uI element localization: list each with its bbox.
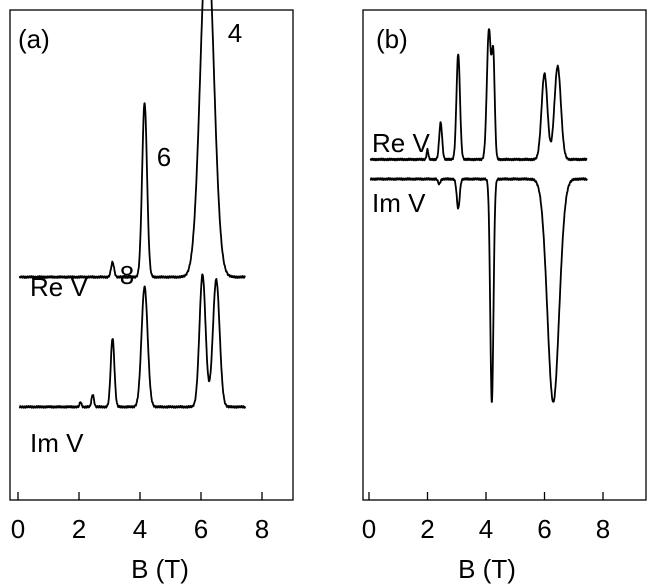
panel-b-tick-label-0: 0 — [362, 514, 376, 544]
panel-b-trace-re — [369, 28, 588, 162]
panel-b-frame — [362, 9, 647, 501]
panel-a-trace-re — [18, 0, 246, 279]
panel-b-tick-label-8: 8 — [596, 514, 610, 544]
panel-a-x-axis-label: B (T) — [131, 554, 189, 584]
panel-a-tick-label-6: 6 — [194, 514, 208, 544]
panel-a-tick-label-8: 8 — [255, 514, 269, 544]
panel-b: (b) Re V Im V 0 2 4 6 8 B (T) — [362, 9, 647, 584]
panel-a-peak-label-4: 4 — [228, 18, 242, 48]
panel-a-x-axis: 0 2 4 6 8 B (T) — [11, 492, 269, 584]
panel-a: (a) 8 6 4 Re V Im V 0 2 4 6 8 B (T) — [9, 0, 294, 584]
panel-a-trace-im — [18, 273, 247, 409]
panel-a-peak-label-8: 8 — [120, 260, 134, 290]
panel-a-series-label-im: Im V — [30, 428, 84, 458]
panel-a-label: (a) — [18, 24, 50, 54]
panel-b-tick-label-4: 4 — [479, 514, 493, 544]
panel-a-tick-label-4: 4 — [133, 514, 147, 544]
panel-b-label: (b) — [376, 24, 408, 54]
panel-a-tick-label-2: 2 — [72, 514, 86, 544]
panel-b-tick-label-2: 2 — [420, 514, 434, 544]
panel-a-tick-label-0: 0 — [11, 514, 25, 544]
panel-b-x-axis-label: B (T) — [458, 554, 516, 584]
panel-b-series-label-im: Im V — [372, 188, 426, 218]
panel-b-tick-label-6: 6 — [537, 514, 551, 544]
panel-b-series-label-re: Re V — [372, 128, 430, 158]
panel-b-x-axis: 0 2 4 6 8 B (T) — [362, 492, 610, 584]
panel-a-peak-label-6: 6 — [157, 142, 171, 172]
panel-b-trace-im — [369, 177, 588, 403]
panel-a-frame — [9, 9, 294, 501]
